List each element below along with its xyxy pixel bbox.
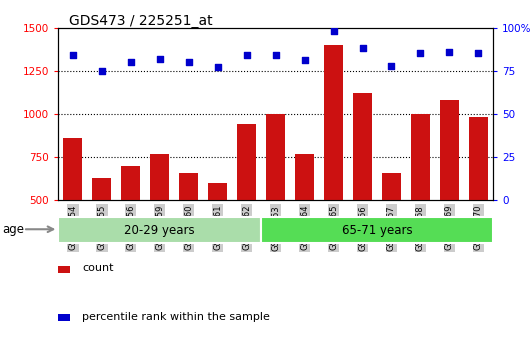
Text: age: age <box>3 223 25 236</box>
Bar <box>237 124 256 286</box>
Point <box>68 52 77 58</box>
FancyBboxPatch shape <box>261 217 493 243</box>
Point <box>416 51 425 56</box>
Bar <box>208 183 227 286</box>
Bar <box>266 114 285 286</box>
Bar <box>151 154 169 286</box>
Bar <box>92 178 111 286</box>
Bar <box>64 138 82 286</box>
Bar <box>179 173 198 286</box>
Point <box>98 68 106 73</box>
Text: percentile rank within the sample: percentile rank within the sample <box>82 312 270 322</box>
Text: GDS473 / 225251_at: GDS473 / 225251_at <box>69 14 213 28</box>
FancyBboxPatch shape <box>58 217 261 243</box>
Point <box>329 28 338 34</box>
Bar <box>382 173 401 286</box>
Point <box>387 63 396 68</box>
Text: 20-29 years: 20-29 years <box>125 224 195 237</box>
Bar <box>411 114 430 286</box>
Bar <box>440 100 459 286</box>
Text: 65-71 years: 65-71 years <box>342 224 412 237</box>
Point <box>127 59 135 65</box>
Point <box>214 65 222 70</box>
Point <box>271 52 280 58</box>
Text: count: count <box>82 264 113 273</box>
Point <box>301 58 309 63</box>
Bar <box>353 93 372 286</box>
Bar <box>121 166 140 286</box>
Bar <box>469 117 488 286</box>
Point <box>184 59 193 65</box>
Point <box>358 46 367 51</box>
Point <box>155 56 164 61</box>
Point <box>474 51 483 56</box>
Point <box>242 52 251 58</box>
Bar <box>295 154 314 286</box>
Point <box>445 49 454 55</box>
Bar <box>324 45 343 286</box>
